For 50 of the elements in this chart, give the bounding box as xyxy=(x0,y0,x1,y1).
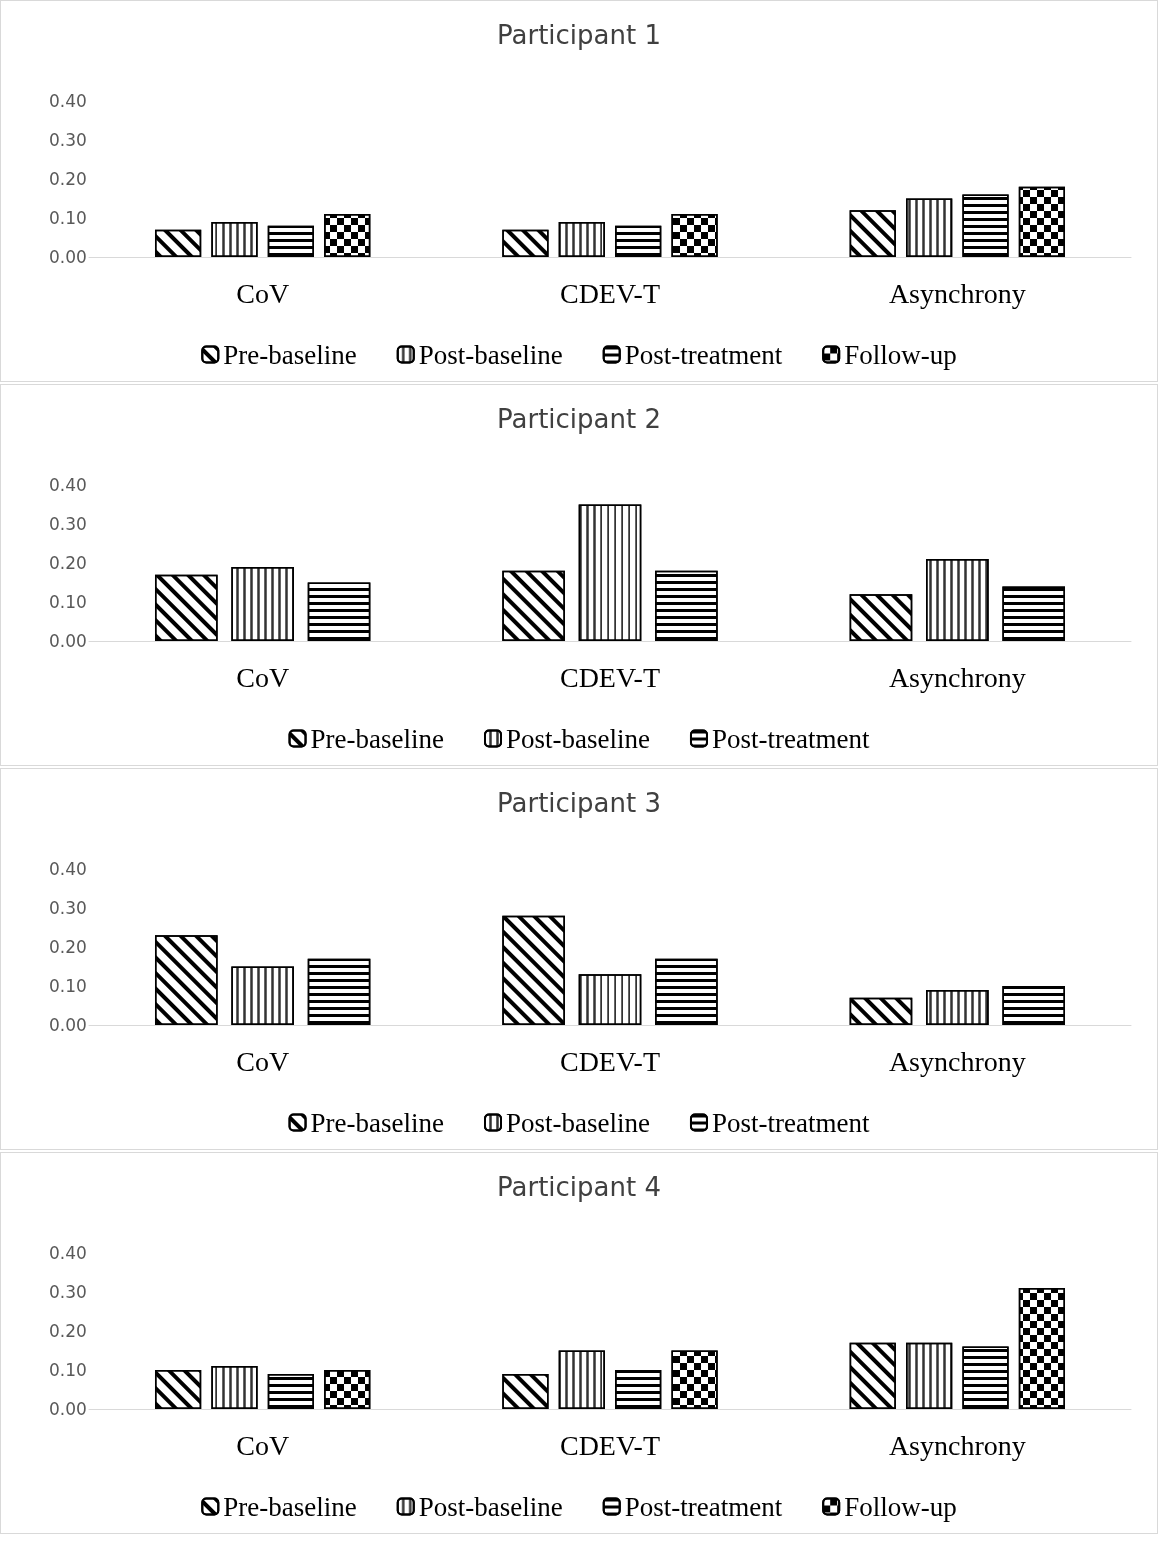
x-tick-label: CoV xyxy=(236,661,290,693)
y-tick-label: 0.00 xyxy=(49,631,87,651)
chart-title: Participant 4 xyxy=(497,1172,661,1202)
y-tick-label: 0.00 xyxy=(49,247,87,267)
y-tick-label: 0.30 xyxy=(49,1282,87,1302)
x-tick-label: CDEV-T xyxy=(559,1045,661,1077)
y-tick-label: 0.40 xyxy=(49,91,87,111)
y-tick-label: 0.40 xyxy=(49,1243,87,1263)
legend-label: Pre-baseline xyxy=(223,1491,357,1522)
legend-label: Post-treatment xyxy=(711,1107,870,1138)
y-tick-label: 0.00 xyxy=(49,1399,87,1419)
x-tick-label: CoV xyxy=(236,277,290,309)
x-tick-label: CDEV-T xyxy=(559,1429,661,1461)
y-tick-label: 0.30 xyxy=(49,898,87,918)
y-tick-label: 0.10 xyxy=(49,592,87,612)
legend-label: Post-baseline xyxy=(506,1107,650,1138)
y-tick-label: 0.30 xyxy=(49,130,87,150)
y-tick-label: 0.20 xyxy=(49,169,87,189)
y-tick-label: 0.10 xyxy=(49,208,87,228)
legend-label: Follow-up xyxy=(844,339,957,370)
y-tick-label: 0.20 xyxy=(49,1321,87,1341)
legend-label: Follow-up xyxy=(844,1491,957,1522)
legend-label: Pre-baseline xyxy=(310,1107,445,1138)
legend-label: Post-treatment xyxy=(624,1491,783,1522)
y-tick-label: 0.00 xyxy=(49,1015,87,1035)
legend-label: Pre-baseline xyxy=(310,723,445,754)
x-tick-label: Asynchrony xyxy=(888,277,1026,309)
y-tick-label: 0.10 xyxy=(49,976,87,996)
legend-label: Post-baseline xyxy=(418,1491,563,1522)
x-tick-label: CoV xyxy=(236,1429,290,1461)
legend-label: Post-baseline xyxy=(418,339,563,370)
legend-label: Post-treatment xyxy=(711,723,870,754)
legend-label: Pre-baseline xyxy=(223,339,357,370)
y-tick-label: 0.40 xyxy=(49,475,87,495)
legend-label: Post-baseline xyxy=(506,723,650,754)
y-tick-label: 0.20 xyxy=(49,553,87,573)
y-tick-label: 0.40 xyxy=(49,859,87,879)
chart-title: Participant 3 xyxy=(497,788,661,818)
chart-title: Participant 1 xyxy=(497,20,661,50)
x-tick-label: CoV xyxy=(236,1045,290,1077)
legend-label: Post-treatment xyxy=(624,339,783,370)
x-tick-label: CDEV-T xyxy=(559,277,661,309)
x-tick-label: Asynchrony xyxy=(888,661,1026,693)
x-tick-label: Asynchrony xyxy=(888,1429,1026,1461)
y-tick-label: 0.20 xyxy=(49,937,87,957)
x-tick-label: CDEV-T xyxy=(559,661,661,693)
x-tick-label: Asynchrony xyxy=(888,1045,1026,1077)
y-tick-label: 0.10 xyxy=(49,1360,87,1380)
chart-title: Participant 2 xyxy=(497,404,661,434)
y-tick-label: 0.30 xyxy=(49,514,87,534)
